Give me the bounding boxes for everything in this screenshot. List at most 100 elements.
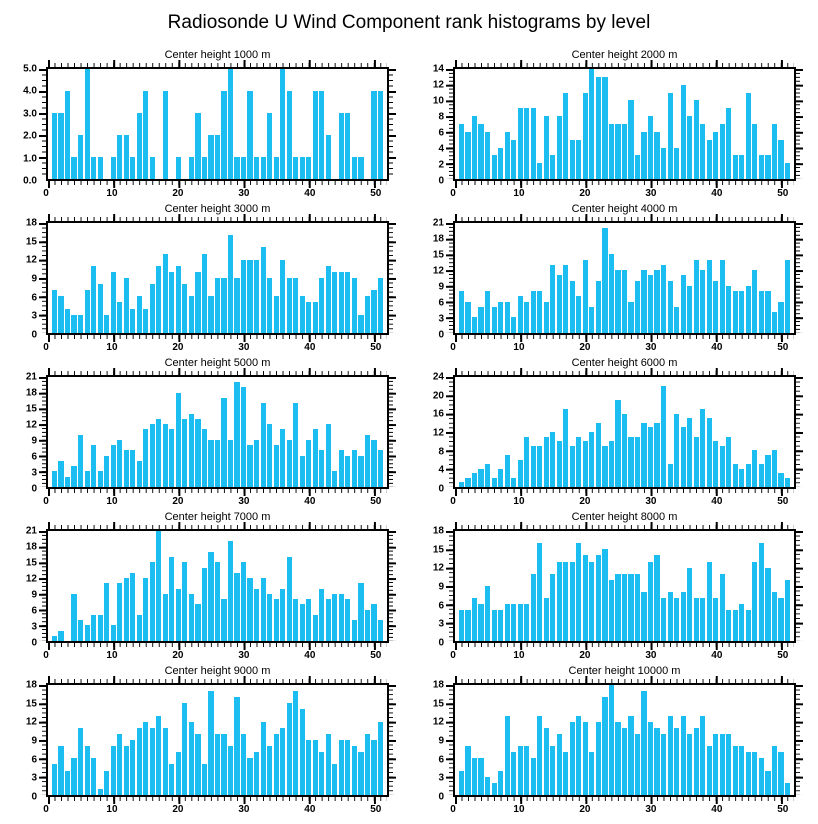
histogram-panel: Center height 2000 m 0 2 4 6 8 10 12 14 0 10 20 30… (407, 48, 814, 202)
y-tick-label: 9 (31, 589, 37, 601)
histogram-bar (615, 721, 621, 795)
histogram-bar (71, 466, 77, 487)
y-tick-label: 0 (438, 791, 444, 803)
top-minor-ticks (48, 217, 387, 221)
histogram-bar (97, 157, 103, 179)
y-axis-tick-labels: 0 4 8 12 16 20 24 (407, 371, 453, 495)
histogram-bar (498, 610, 504, 641)
histogram-bar (713, 131, 719, 179)
histogram-bar (188, 593, 195, 641)
histogram-bar (517, 108, 523, 179)
x-axis-tick-labels: 0 10 20 30 40 50 (450, 799, 796, 818)
y-tick-label: 9 (31, 735, 37, 747)
histogram-bar (319, 91, 325, 179)
x-tick-label: 10 (513, 496, 525, 507)
x-tick-label: 40 (711, 804, 723, 815)
histogram-bar (306, 740, 312, 795)
histogram-bar (674, 727, 680, 795)
histogram-bar (491, 155, 497, 179)
right-minor-ticks (796, 377, 800, 487)
x-tick-label: 10 (106, 804, 118, 815)
y-tick-label: 12 (432, 265, 444, 277)
histogram-bar (700, 124, 706, 179)
histogram-bar (628, 573, 634, 641)
histogram-bar (260, 247, 266, 333)
histogram-bar (661, 147, 667, 179)
histogram-bar (91, 157, 97, 179)
histogram-bar (58, 113, 64, 179)
histogram-bar (325, 265, 331, 333)
histogram-bar (478, 468, 484, 487)
histogram-bar (543, 116, 549, 179)
x-axis: 0 10 20 30 40 50 (0, 337, 389, 356)
y-tick-label: 9 (31, 273, 37, 285)
histogram-bar (77, 620, 84, 641)
histogram-bar (693, 259, 699, 333)
histogram-bar (745, 92, 751, 179)
histogram-bar (654, 727, 660, 795)
y-tick-label: 3 (438, 618, 444, 630)
histogram-bar (149, 727, 155, 795)
histogram-bar (77, 314, 84, 333)
histogram-bar (58, 630, 64, 641)
y-tick-label: 14 (432, 63, 444, 75)
histogram-bar (58, 460, 64, 487)
x-tick-label: 10 (513, 650, 525, 661)
histogram-bar (484, 776, 491, 795)
histogram-bar (351, 746, 357, 795)
histogram-bar (595, 555, 602, 641)
plot-wrap: 0 3 6 9 12 15 18 21 (407, 214, 803, 342)
histogram-bar (511, 477, 517, 487)
histogram-bar (371, 91, 377, 179)
x-tick-label: 10 (106, 496, 118, 507)
histogram-bar (713, 598, 719, 641)
histogram-bar (700, 715, 706, 795)
histogram-bar (175, 265, 181, 333)
histogram-bar (208, 551, 214, 641)
y-tick-label: 18 (25, 217, 37, 229)
y-tick-label: 0 (31, 637, 37, 649)
histogram-bar (752, 752, 758, 795)
bars (455, 531, 794, 641)
x-axis-tick-labels: 0 10 20 30 40 50 (450, 337, 796, 356)
x-tick-label: 20 (579, 496, 591, 507)
histogram-bar (582, 92, 588, 179)
histogram-bar (156, 715, 162, 795)
histogram-bar (358, 583, 364, 641)
histogram-bar (286, 439, 292, 487)
x-tick-label: 0 (43, 650, 49, 661)
y-tick-label: 18 (432, 679, 444, 691)
histogram-bar (123, 450, 129, 487)
histogram-bar (58, 296, 64, 333)
histogram-bar (136, 727, 142, 795)
histogram-bar (693, 727, 699, 795)
histogram-bar (332, 764, 338, 795)
histogram-bar (504, 604, 510, 641)
x-axis: 0 10 20 30 40 50 (407, 799, 796, 818)
y-axis-tick-labels: 0 2 4 6 8 10 12 14 (407, 63, 453, 187)
histogram-bar (504, 301, 510, 333)
histogram-bar (661, 733, 667, 795)
x-axis-spacer (0, 645, 46, 664)
histogram-bar (661, 598, 667, 641)
y-tick-label: 2 (438, 159, 444, 171)
histogram-bar (364, 609, 371, 641)
x-axis-spacer (407, 183, 453, 202)
histogram-bar (752, 450, 758, 487)
histogram-bar (149, 284, 155, 333)
panel-title: Center height 8000 m (571, 511, 678, 523)
histogram-bar (169, 764, 175, 795)
histogram-bar (504, 454, 510, 487)
histogram-bar (458, 124, 465, 179)
histogram-bar (628, 436, 634, 487)
histogram-bar (247, 758, 253, 795)
histogram-bar (214, 278, 221, 333)
x-tick-label: 20 (172, 342, 184, 353)
histogram-bar (543, 598, 549, 641)
x-tick-label: 50 (777, 804, 789, 815)
histogram-bar (319, 278, 325, 333)
histogram-bar (299, 157, 305, 179)
histogram-bar (478, 124, 484, 179)
histogram-bar (771, 312, 778, 333)
